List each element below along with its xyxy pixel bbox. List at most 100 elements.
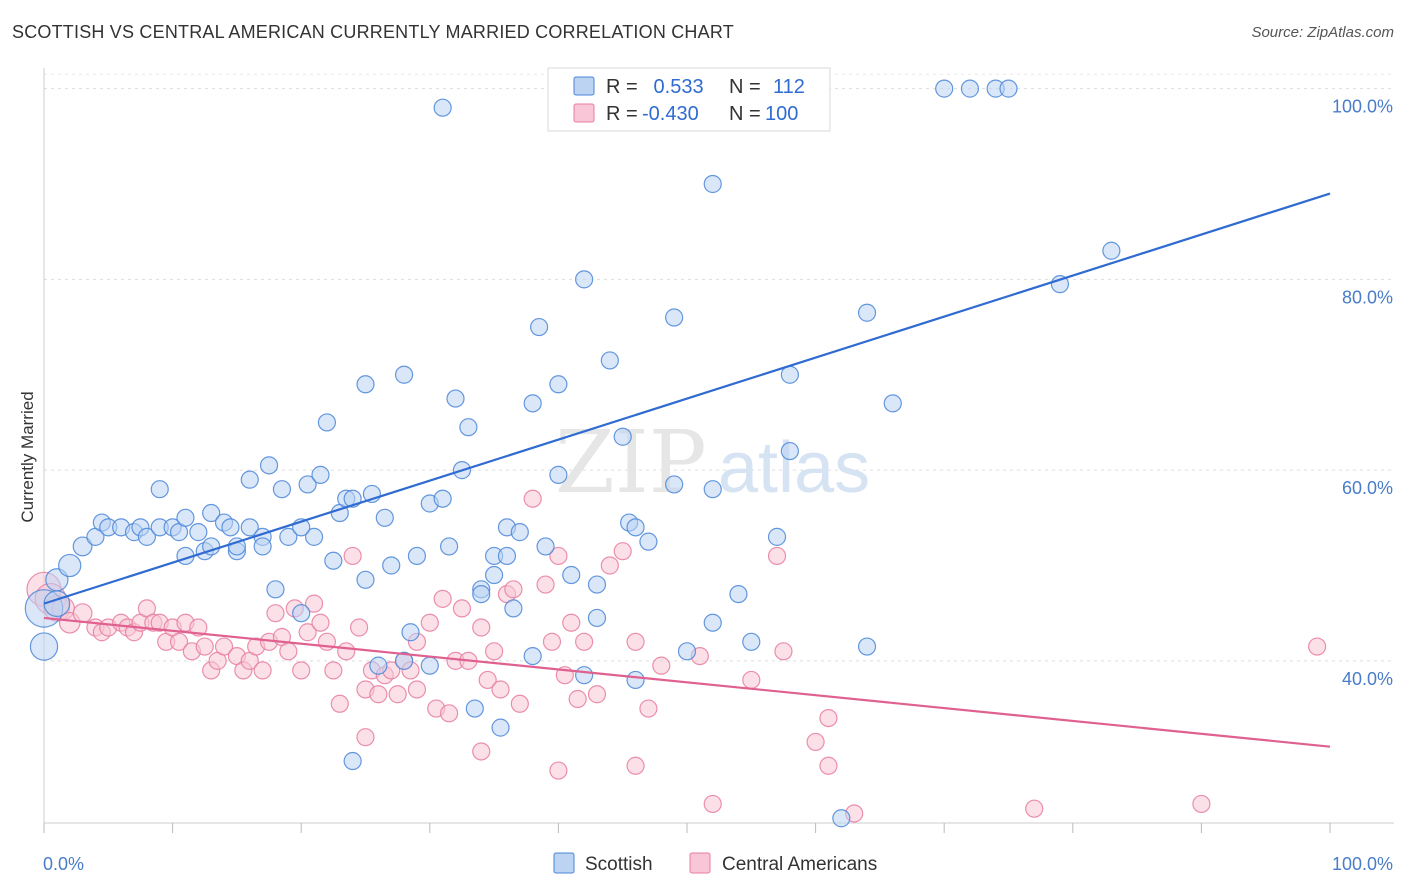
scottish-point — [72, 536, 93, 557]
scottish-point — [375, 508, 394, 527]
scottish-point — [677, 642, 697, 661]
series-legend-label-central: Central Americans — [722, 854, 877, 875]
series-legend-swatch-central — [689, 852, 711, 874]
scottish-point — [960, 79, 980, 98]
chart-source: Source: ZipAtlas.com — [1251, 24, 1394, 41]
scottish-point — [626, 670, 645, 690]
scottish-point — [189, 523, 208, 542]
central-point — [504, 580, 523, 599]
central-point — [356, 728, 375, 747]
legend-r-value-scottish: 0.533 — [648, 76, 704, 98]
scottish-point — [394, 651, 414, 670]
scottish-point — [240, 518, 259, 537]
central-point — [542, 632, 562, 651]
scottish-point — [311, 465, 330, 484]
legend-r-label-central: R = — [606, 103, 638, 125]
central-point — [72, 603, 93, 624]
central-point — [587, 685, 607, 704]
central-point — [600, 556, 619, 575]
scottish-point — [587, 575, 607, 594]
central-point — [279, 642, 298, 661]
scottish-point — [29, 632, 59, 661]
central-point — [337, 642, 356, 661]
scottish-point — [549, 465, 568, 484]
scottish-point — [832, 809, 851, 828]
scottish-point — [729, 584, 748, 604]
scottish-point — [472, 584, 491, 604]
central-point — [330, 694, 349, 713]
scottish-point — [343, 751, 362, 771]
trend-lines — [43, 192, 1331, 748]
central-point — [292, 661, 311, 680]
central-point — [169, 632, 189, 651]
scottish-point — [150, 480, 169, 499]
central-point — [452, 599, 472, 618]
scottish-point — [266, 580, 285, 599]
correlation-legend: R = 0.533 N = 112 R = -0.430 N = 100 — [547, 67, 831, 132]
central-americans-points — [26, 489, 1327, 823]
scottish-point — [43, 590, 71, 617]
scottish-point — [530, 317, 549, 337]
y-tick-labels: 40.0% 60.0% 80.0% 100.0% — [1332, 97, 1393, 689]
central-point — [774, 642, 793, 661]
legend-swatch-central — [573, 103, 595, 123]
scottish-point — [587, 608, 607, 628]
scottish-point — [703, 613, 722, 632]
central-point — [536, 575, 555, 594]
legend-box — [547, 67, 831, 132]
scottish-point — [459, 418, 478, 437]
central-point — [703, 794, 722, 814]
scottish-point — [253, 537, 272, 556]
watermark: ZIP atlas — [555, 413, 870, 513]
central-point — [523, 489, 542, 508]
scottish-point — [394, 365, 414, 384]
series-legend-swatch-scottish — [553, 852, 575, 874]
legend-n-label-scottish: N = — [729, 76, 761, 98]
scottish-point — [883, 394, 902, 413]
central-point — [562, 613, 581, 632]
scottish-point — [202, 503, 221, 523]
central-point — [253, 661, 272, 680]
scottish-point — [523, 394, 542, 413]
scottish-point — [600, 351, 619, 370]
central-point — [407, 680, 427, 699]
central-point — [652, 656, 671, 675]
scottish-point — [626, 518, 645, 537]
chart-title: SCOTTISH VS CENTRAL AMERICAN CURRENTLY M… — [12, 22, 734, 42]
central-point — [472, 618, 491, 637]
central-point — [819, 708, 838, 728]
central-point — [1025, 799, 1044, 818]
central-point — [626, 632, 645, 651]
y-tick-label-60: 60.0% — [1342, 478, 1393, 498]
central-point — [433, 589, 452, 608]
scottish-point — [613, 427, 632, 446]
central-point — [472, 742, 491, 761]
scottish-point — [575, 666, 594, 685]
scottish-point — [857, 637, 877, 656]
scottish-point — [176, 508, 195, 527]
central-point — [369, 685, 388, 704]
scottish-point — [703, 174, 722, 194]
central-point — [1192, 794, 1211, 814]
legend-n-value-central: 100 — [765, 103, 798, 125]
series-legend: Scottish Central Americans — [553, 852, 877, 875]
y-tick-label-80: 80.0% — [1342, 287, 1393, 307]
scottish-point — [137, 527, 156, 546]
central-trend-line — [43, 616, 1331, 748]
scottish-point — [742, 632, 761, 651]
scottish-point — [446, 389, 465, 408]
scottish-point — [382, 556, 401, 575]
central-point — [767, 546, 787, 566]
central-point — [742, 670, 761, 690]
scottish-point — [780, 441, 799, 461]
scottish-point — [317, 413, 337, 432]
central-point — [439, 704, 459, 723]
scottish-trend-line — [43, 192, 1331, 605]
axes — [43, 68, 1394, 833]
central-point — [549, 546, 568, 566]
central-point — [343, 546, 362, 566]
scottish-point — [504, 599, 523, 618]
central-point — [214, 637, 234, 656]
scottish-point — [1102, 241, 1121, 260]
